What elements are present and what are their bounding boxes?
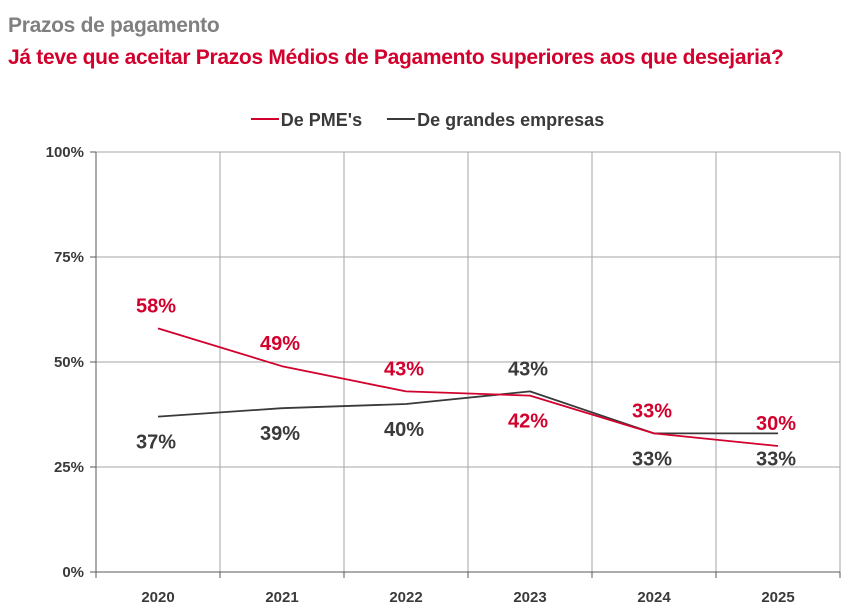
x-tick-label: 2023 bbox=[513, 589, 546, 606]
chart-grid bbox=[96, 151, 841, 572]
legend-swatch-grandes-empresas bbox=[387, 118, 416, 121]
data-label-series-0: 43% bbox=[384, 358, 424, 380]
legend-item-pme: De PME's bbox=[250, 110, 363, 131]
chart-title: Prazos de pagamento bbox=[8, 14, 220, 37]
x-tick-label: 2020 bbox=[141, 589, 174, 606]
data-label-series-1: 33% bbox=[756, 448, 796, 470]
data-label-series-1: 33% bbox=[632, 448, 672, 470]
chart-data-labels: 58% 49% 43% 42% 33% 30% 37% 39% 40% 43% 33% 33% bbox=[136, 295, 796, 470]
x-tick-label: 2025 bbox=[761, 589, 794, 606]
chart-axes: 0% 25% 50% 75% 100% 2020 2021 2022 2023 2024 2025 bbox=[46, 144, 841, 606]
y-tick-label: 100% bbox=[46, 144, 84, 161]
y-tick-label: 50% bbox=[54, 354, 84, 371]
legend: De PME's De grandes empresas bbox=[0, 110, 855, 131]
y-tick-label: 0% bbox=[62, 564, 84, 581]
y-tick-label: 75% bbox=[54, 249, 84, 266]
data-label-series-1: 37% bbox=[136, 432, 176, 454]
x-tick-label: 2022 bbox=[389, 589, 422, 606]
data-label-series-0: 30% bbox=[756, 413, 796, 435]
data-label-series-0: 42% bbox=[508, 411, 548, 433]
chart-series bbox=[157, 327, 779, 447]
series-line-1 bbox=[157, 390, 778, 435]
series-line-0 bbox=[157, 327, 779, 447]
y-tick-label: 25% bbox=[54, 459, 84, 476]
data-label-series-0: 58% bbox=[136, 295, 176, 317]
data-label-series-1: 39% bbox=[260, 423, 300, 445]
data-label-series-0: 33% bbox=[632, 400, 672, 422]
data-label-series-0: 49% bbox=[260, 333, 300, 355]
legend-swatch-pme bbox=[250, 118, 279, 121]
legend-label-pme: De PME's bbox=[280, 110, 363, 130]
chart-subtitle: Já teve que aceitar Prazos Médios de Pag… bbox=[8, 46, 784, 69]
legend-label-grandes-empresas: De grandes empresas bbox=[417, 110, 605, 130]
data-label-series-1: 40% bbox=[384, 419, 424, 441]
data-label-series-1: 43% bbox=[508, 358, 548, 380]
x-tick-label: 2024 bbox=[637, 589, 671, 606]
x-tick-label: 2021 bbox=[265, 589, 298, 606]
legend-item-grandes-empresas: De grandes empresas bbox=[387, 110, 604, 131]
